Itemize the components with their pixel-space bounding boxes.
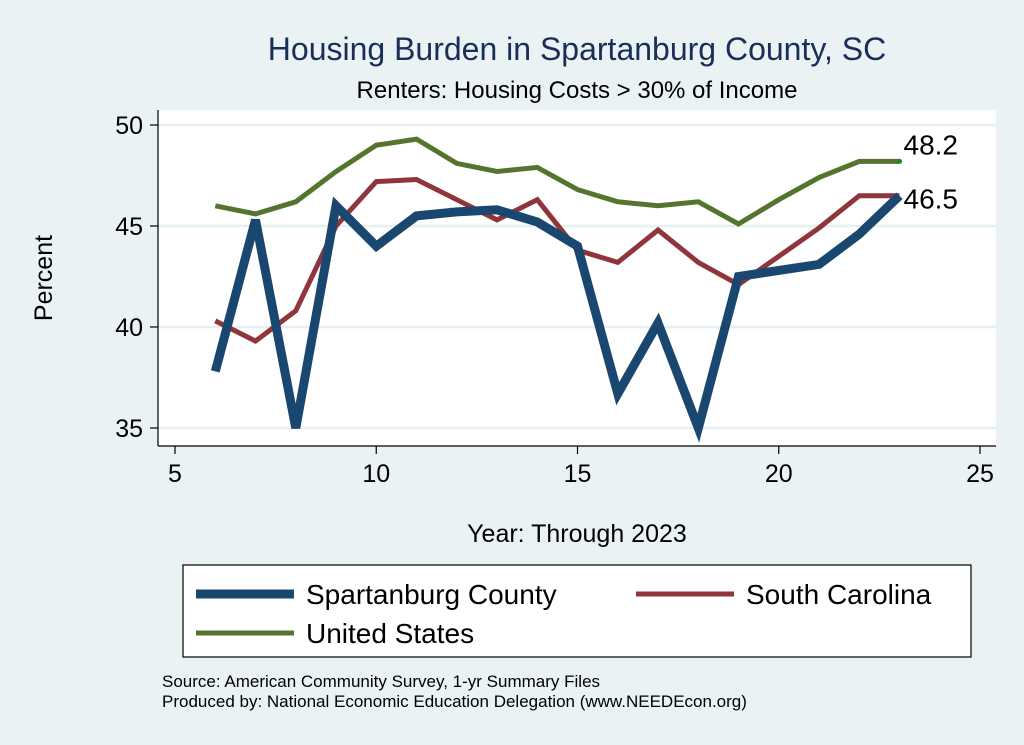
x-axis-title: Year: Through 2023 — [467, 520, 687, 548]
y-tick-label: 45 — [115, 213, 143, 241]
y-tick-label: 40 — [115, 314, 143, 342]
x-tick-label: 25 — [966, 460, 994, 488]
y-tick-label: 35 — [115, 415, 143, 443]
legend-label-spartanburg: Spartanburg County — [306, 579, 557, 610]
series-line-spartanburg-county — [210, 192, 903, 443]
produced-by-note: Produced by: National Economic Education… — [162, 692, 747, 711]
legend-box — [182, 564, 972, 658]
x-tick-label: 5 — [168, 460, 182, 488]
series-line-united-states — [214, 136, 900, 227]
x-axis-ticks: 5 10 15 20 25 — [168, 446, 994, 488]
y-axis-ticks: 35 40 45 50 — [115, 112, 158, 443]
x-tick-label: 20 — [765, 460, 793, 488]
chart-subtitle: Renters: Housing Costs > 30% of Income — [357, 77, 798, 104]
x-tick-label: 10 — [362, 460, 390, 488]
series-lines — [210, 136, 903, 443]
source-note: Source: American Community Survey, 1-yr … — [162, 672, 600, 691]
end-marker-united-states — [897, 158, 902, 164]
legend-label-united-states: United States — [306, 618, 474, 649]
x-tick-label: 15 — [564, 460, 592, 488]
end-label-spartanburg-county: 46.5 — [904, 184, 959, 215]
y-tick-label: 50 — [115, 112, 143, 140]
chart-title: Housing Burden in Spartanburg County, SC — [268, 31, 886, 67]
y-axis-title: Percent — [30, 235, 58, 321]
legend-label-south-carolina: South Carolina — [746, 579, 932, 610]
end-labels: 48.2 46.5 — [904, 129, 959, 214]
plot-area — [158, 110, 996, 446]
end-label-united-states: 48.2 — [904, 129, 959, 160]
